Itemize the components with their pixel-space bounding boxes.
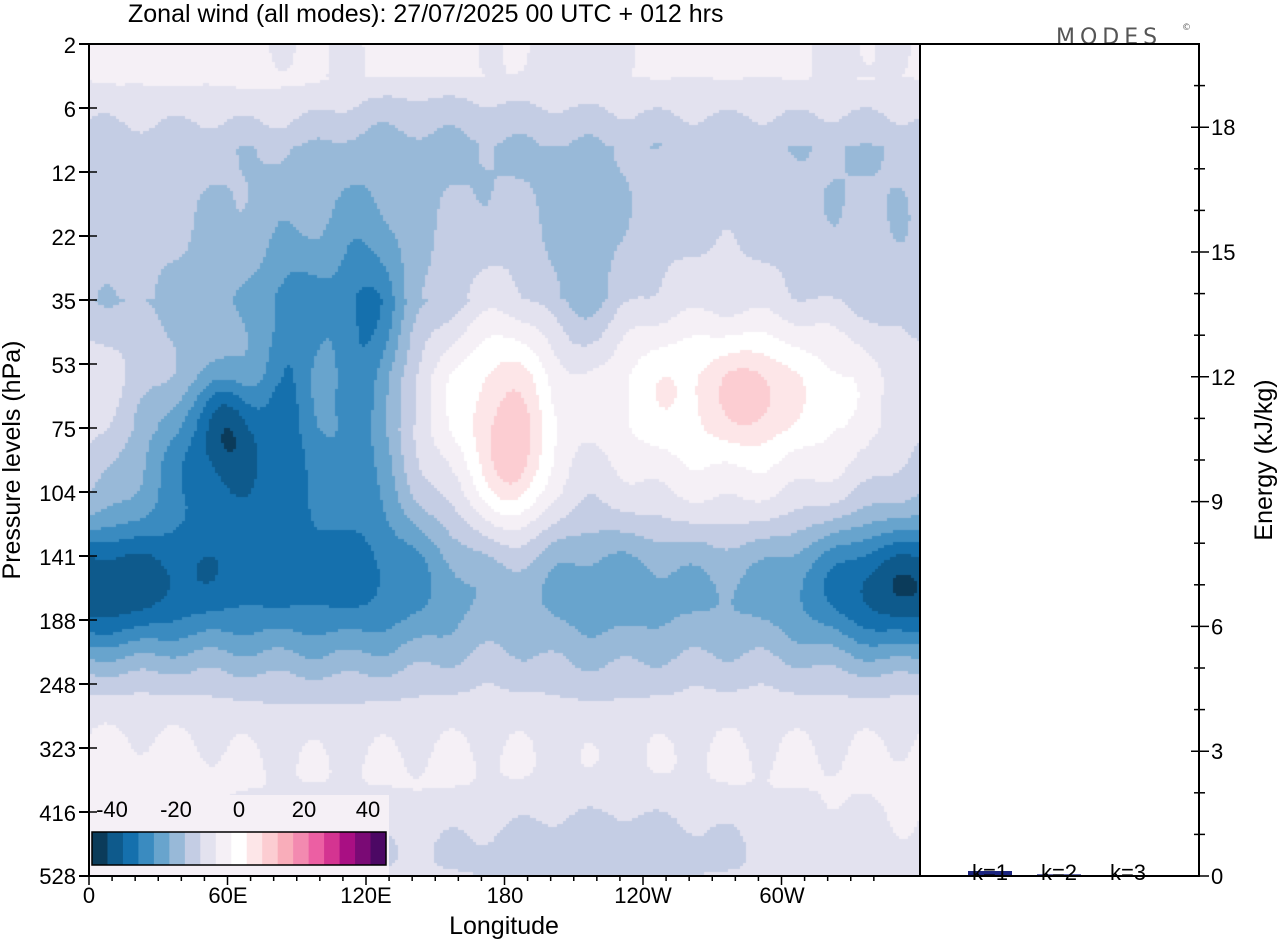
pressure-tick-label: 6 <box>64 97 76 122</box>
pressure-tick-label: 53 <box>52 353 76 378</box>
pressure-tick-label: 2 <box>64 33 76 58</box>
colorbar-swatch <box>184 832 201 865</box>
pressure-tick-label: 75 <box>52 417 76 442</box>
colorbar-swatch <box>231 832 248 865</box>
heatmap-field <box>89 44 920 876</box>
pressure-tick-label: 416 <box>39 801 76 826</box>
heatmap-field-container <box>89 44 920 876</box>
energy-frame <box>919 43 1200 877</box>
pressure-tick-labels: 2 6 12 22 35 53 75 104 141 188 248 323 4… <box>39 33 76 889</box>
longitude-axis: 0 60E 120E 180 120W 60W Longitude <box>83 876 875 940</box>
energy-tick-label: 12 <box>1211 365 1235 390</box>
colorbar-swatch <box>200 832 217 865</box>
energy-bar <box>968 871 1012 876</box>
colorbar-swatch <box>107 832 124 865</box>
pressure-tick-label: 141 <box>39 545 76 570</box>
colorbar-swatch <box>122 832 139 865</box>
energy-tick-labels: 0 3 6 9 12 15 18 <box>1211 115 1235 889</box>
longitude-tick-label: 120W <box>614 883 672 908</box>
energy-axis-label: Energy (kJ/kg) <box>1250 379 1278 540</box>
longitude-tick-label: 0 <box>83 883 95 908</box>
energy-tick-label: 6 <box>1211 614 1223 639</box>
colorbar-border <box>91 831 387 866</box>
energy-category-label: k=3 <box>1110 860 1146 885</box>
pressure-tick-label: 12 <box>52 161 76 186</box>
pressure-tick-label: 248 <box>39 673 76 698</box>
colorbar-swatch <box>246 832 263 865</box>
energy-tick-label: 15 <box>1211 240 1235 265</box>
energy-panel: 0 3 6 9 12 15 18 k=1 k=2 k=3 Energy (kJ/kg) <box>919 43 1278 889</box>
colorbar-tick-label: 20 <box>292 797 316 822</box>
longitude-axis-label: Longitude <box>449 912 559 940</box>
longitude-ticks <box>88 876 875 885</box>
energy-category-label: k=1 <box>972 860 1008 885</box>
colorbar-tick-label: 40 <box>356 797 380 822</box>
colorbar-swatch <box>293 832 310 865</box>
colorbar-tick-labels: -40 -20 0 20 40 <box>96 797 380 822</box>
energy-tick-label: 9 <box>1211 490 1223 515</box>
longitude-tick-label: 120E <box>340 883 391 908</box>
colorbar-tick-label: 0 <box>233 797 245 822</box>
colorbar-tick-label: -40 <box>96 797 128 822</box>
energy-tick-label: 3 <box>1211 739 1223 764</box>
energy-tick-label: 18 <box>1211 115 1235 140</box>
longitude-tick-labels: 0 60E 120E 180 120W 60W <box>83 883 805 908</box>
longitude-tick-label: 60W <box>759 883 804 908</box>
energy-ticks <box>1191 84 1209 877</box>
energy-category-labels: k=1 k=2 k=3 <box>972 860 1146 885</box>
colorbar-swatch <box>339 832 356 865</box>
colorbar-swatch <box>153 832 170 865</box>
chart-title: Zonal wind (all modes): 27/07/2025 00 UT… <box>128 0 723 28</box>
modes-logo-mark: © <box>1182 23 1191 33</box>
pressure-tick-label: 188 <box>39 609 76 634</box>
colorbar-swatch <box>138 832 155 865</box>
pressure-ticks <box>79 43 97 877</box>
longitude-tick-label: 60E <box>208 883 247 908</box>
colorbar-swatch <box>324 832 341 865</box>
colorbar-swatch <box>92 832 108 865</box>
colorbar-swatch <box>370 832 387 865</box>
pressure-tick-label: 22 <box>52 225 76 250</box>
colorbar-swatch <box>169 832 186 865</box>
pressure-tick-label: 35 <box>52 289 76 314</box>
longitude-tick-label: 180 <box>487 883 524 908</box>
pressure-tick-label: 528 <box>39 864 76 889</box>
colorbar-swatch <box>262 832 279 865</box>
colorbar-swatch <box>308 832 325 865</box>
colorbar-swatch <box>277 832 294 865</box>
pressure-axis: Pressure levels (hPa) 2 6 12 22 35 53 75… <box>0 33 97 889</box>
colorbar <box>91 831 387 866</box>
colorbar-swatch <box>215 832 232 865</box>
energy-category-label: k=2 <box>1041 860 1077 885</box>
pressure-axis-label: Pressure levels (hPa) <box>0 341 26 580</box>
colorbar-swatch <box>355 832 372 865</box>
colorbar-tick-label: -20 <box>160 797 192 822</box>
pressure-tick-label: 323 <box>39 737 76 762</box>
pressure-tick-label: 104 <box>39 481 76 506</box>
heatmap-panel: -40 -20 0 20 40 <box>88 43 921 877</box>
energy-tick-label: 0 <box>1211 864 1223 889</box>
